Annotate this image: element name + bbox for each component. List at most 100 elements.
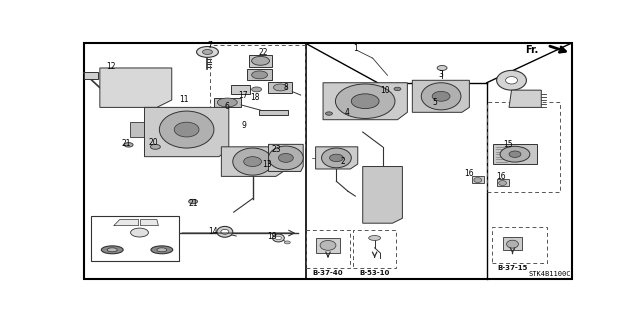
Ellipse shape (159, 111, 214, 148)
Bar (249, 55, 273, 67)
Polygon shape (509, 90, 541, 108)
Text: 16: 16 (496, 172, 506, 181)
Ellipse shape (273, 234, 284, 242)
Ellipse shape (509, 151, 521, 157)
Bar (369, 204, 394, 211)
Text: 22: 22 (259, 48, 268, 57)
Ellipse shape (273, 84, 287, 91)
Text: 6: 6 (225, 102, 229, 111)
Polygon shape (91, 216, 179, 261)
Text: 9: 9 (241, 121, 246, 130)
Ellipse shape (326, 112, 332, 115)
Bar (259, 110, 288, 115)
Ellipse shape (474, 178, 482, 182)
Text: 17: 17 (238, 91, 248, 100)
Polygon shape (221, 147, 284, 176)
Text: 19: 19 (268, 232, 277, 241)
Polygon shape (269, 144, 303, 172)
Ellipse shape (500, 146, 530, 162)
Ellipse shape (233, 148, 273, 175)
Text: 21: 21 (188, 199, 198, 208)
Text: 12: 12 (106, 62, 115, 71)
Ellipse shape (320, 240, 336, 250)
Text: 23: 23 (271, 145, 281, 154)
Ellipse shape (252, 87, 262, 92)
Text: 1: 1 (353, 44, 358, 53)
Text: 21: 21 (122, 139, 131, 148)
Ellipse shape (369, 236, 381, 240)
Polygon shape (145, 108, 229, 157)
Text: 14: 14 (208, 227, 218, 236)
Polygon shape (323, 83, 408, 120)
Ellipse shape (506, 76, 518, 84)
Bar (269, 82, 292, 92)
Ellipse shape (174, 122, 199, 137)
Polygon shape (114, 220, 138, 226)
Bar (214, 98, 241, 108)
Bar (369, 194, 394, 201)
Bar (369, 184, 394, 191)
Text: 11: 11 (179, 95, 189, 105)
Ellipse shape (189, 199, 198, 204)
Ellipse shape (432, 92, 450, 101)
Text: B-37-15: B-37-15 (497, 265, 528, 271)
Text: 15: 15 (503, 140, 513, 149)
Polygon shape (100, 68, 172, 108)
Ellipse shape (351, 94, 379, 108)
Text: B-53-10: B-53-10 (360, 269, 390, 276)
Ellipse shape (497, 70, 526, 90)
Bar (306, 230, 350, 268)
Bar (486, 102, 560, 192)
Ellipse shape (157, 248, 167, 252)
Bar (353, 230, 396, 268)
Ellipse shape (108, 248, 117, 252)
Ellipse shape (330, 154, 344, 162)
Text: 13: 13 (262, 160, 272, 169)
Bar (493, 144, 538, 164)
Ellipse shape (150, 144, 161, 149)
Ellipse shape (335, 84, 395, 118)
Bar (502, 237, 522, 250)
Polygon shape (412, 80, 469, 112)
Text: 18: 18 (250, 93, 259, 102)
Ellipse shape (499, 180, 507, 186)
Ellipse shape (284, 241, 291, 244)
Ellipse shape (252, 71, 268, 79)
Bar (316, 238, 340, 253)
Text: Fr.: Fr. (525, 45, 538, 55)
Ellipse shape (244, 157, 262, 166)
Ellipse shape (131, 228, 148, 237)
Text: 10: 10 (380, 86, 389, 95)
Ellipse shape (275, 236, 282, 240)
Text: 3: 3 (438, 70, 444, 79)
Bar (210, 44, 305, 148)
Ellipse shape (202, 50, 212, 54)
Ellipse shape (507, 240, 518, 248)
Text: 16: 16 (464, 169, 474, 179)
Text: 20: 20 (148, 138, 158, 147)
Ellipse shape (278, 154, 293, 162)
Ellipse shape (394, 87, 401, 91)
Ellipse shape (196, 46, 218, 57)
Bar (129, 122, 147, 137)
Ellipse shape (218, 98, 237, 107)
Ellipse shape (421, 83, 461, 110)
Polygon shape (363, 166, 403, 223)
Ellipse shape (321, 148, 351, 168)
Ellipse shape (252, 56, 269, 65)
Ellipse shape (101, 246, 123, 254)
Ellipse shape (221, 229, 229, 234)
Bar (231, 85, 250, 94)
Text: STK4B1100C: STK4B1100C (529, 271, 571, 277)
Ellipse shape (217, 227, 233, 237)
Text: 4: 4 (344, 108, 349, 117)
Bar (84, 72, 98, 79)
Text: 7: 7 (207, 41, 212, 50)
Polygon shape (141, 220, 158, 226)
Text: 5: 5 (432, 98, 437, 107)
Ellipse shape (124, 143, 133, 147)
Text: B-37-40: B-37-40 (313, 269, 343, 276)
Text: 2: 2 (340, 157, 345, 166)
Ellipse shape (269, 146, 303, 170)
Ellipse shape (151, 246, 173, 254)
